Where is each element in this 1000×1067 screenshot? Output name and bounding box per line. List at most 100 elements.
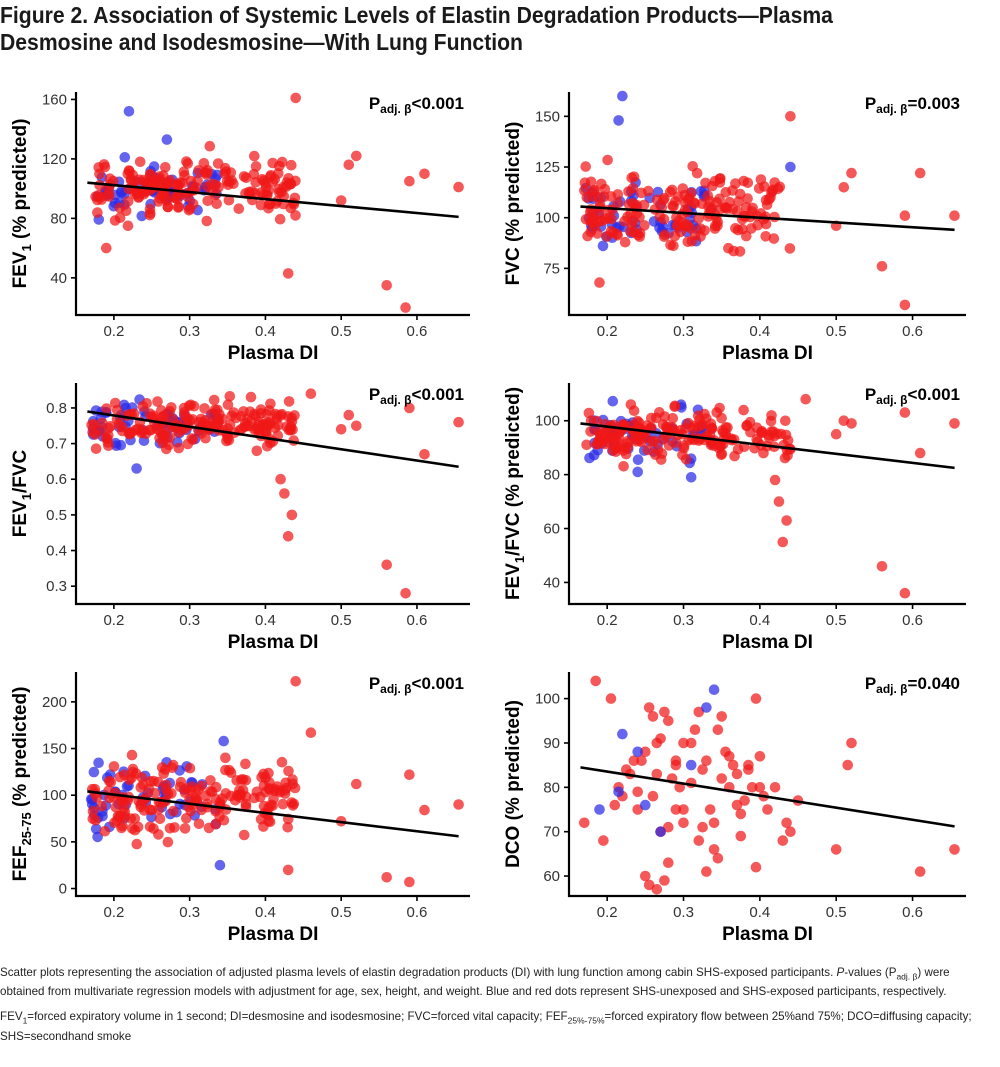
point-exposed [141, 398, 152, 409]
y-tick-label: 200 [42, 694, 67, 711]
point-exposed [335, 424, 347, 435]
point-exposed [400, 588, 411, 599]
point-exposed [216, 793, 228, 804]
point-exposed [735, 808, 747, 820]
point-exposed [731, 768, 743, 780]
plot-fvc: 0.2 0.3 0.4 0.5 0.6 75 100 125 150 Plasma DI FVC (… [503, 90, 966, 364]
point-exposed [769, 211, 780, 223]
point-exposed [592, 228, 603, 239]
regression-line [580, 766, 955, 828]
point-exposed [663, 715, 674, 727]
point-exposed [220, 752, 231, 764]
y-tick-label: 80 [50, 210, 67, 227]
x-tick-label: 0.2 [597, 612, 618, 629]
point-exposed [596, 178, 607, 190]
point-exposed [253, 427, 265, 438]
point-exposed [289, 782, 301, 794]
point-exposed [186, 185, 198, 196]
point-exposed [579, 177, 591, 188]
point-exposed [351, 420, 362, 432]
point-exposed [261, 441, 273, 452]
x-tick-label: 0.5 [331, 612, 352, 629]
point-exposed [777, 835, 789, 846]
x-axis-label: Plasma DI [722, 343, 813, 364]
point-exposed [193, 818, 205, 830]
point-exposed [773, 496, 785, 507]
point-exposed [589, 184, 600, 196]
y-tick-label: 125 [535, 159, 560, 176]
data-points [86, 388, 464, 599]
point-exposed [582, 230, 593, 242]
point-exposed [760, 231, 771, 242]
point-exposed [692, 410, 704, 422]
point-exposed [164, 432, 176, 443]
point-exposed [581, 439, 592, 451]
point-exposed [264, 777, 275, 788]
point-exposed [282, 268, 294, 279]
point-exposed [210, 179, 221, 191]
point-exposed [762, 804, 773, 815]
point-exposed [646, 412, 657, 424]
point-exposed [612, 197, 624, 209]
point-exposed [224, 391, 236, 402]
point-exposed [742, 193, 753, 204]
point-exposed [126, 749, 138, 761]
point-exposed [603, 432, 615, 444]
y-tick-label: 0.7 [46, 436, 67, 453]
point-exposed [703, 211, 714, 222]
point-exposed [169, 822, 180, 833]
point-exposed [731, 799, 743, 811]
y-tick-label: 40 [50, 270, 67, 287]
point-exposed [750, 861, 762, 873]
point-exposed [404, 175, 415, 187]
point-exposed [343, 159, 355, 171]
point-exposed [714, 193, 725, 205]
point-exposed [605, 191, 617, 202]
point-exposed [103, 422, 114, 434]
y-axis-label: FEF25-75 (% predicted) [10, 687, 34, 882]
point-exposed [166, 762, 178, 774]
point-unexposed [93, 757, 104, 769]
point-exposed [152, 396, 163, 407]
point-exposed [179, 823, 191, 834]
point-exposed [223, 194, 235, 206]
point-exposed [290, 210, 301, 221]
point-exposed [264, 816, 276, 828]
point-exposed [286, 159, 297, 171]
point-exposed [659, 706, 670, 718]
point-exposed [305, 388, 317, 400]
x-tick-label: 0.3 [179, 904, 200, 921]
point-exposed [780, 415, 791, 427]
point-exposed [288, 798, 300, 810]
point-exposed [838, 182, 850, 193]
point-exposed [581, 192, 593, 203]
point-exposed [89, 429, 101, 440]
point-exposed [127, 169, 139, 181]
point-exposed [86, 419, 97, 431]
x-tick-label: 0.6 [902, 612, 923, 629]
point-exposed [240, 421, 252, 432]
point-exposed [453, 416, 464, 428]
point-exposed [876, 261, 888, 272]
x-tick-label: 0.4 [749, 904, 770, 921]
data-points [90, 92, 464, 313]
point-exposed [638, 199, 650, 211]
point-exposed [201, 215, 213, 227]
point-exposed [282, 864, 294, 876]
point-exposed [738, 175, 749, 187]
point-exposed [119, 769, 130, 781]
point-exposed [602, 154, 613, 166]
point-exposed [212, 158, 224, 169]
point-unexposed [136, 210, 148, 222]
point-unexposed [632, 746, 643, 758]
point-exposed [639, 220, 650, 231]
point-exposed [668, 201, 679, 212]
data-points [579, 90, 960, 311]
point-exposed [269, 785, 280, 797]
point-exposed [782, 435, 794, 446]
point-exposed [273, 168, 284, 179]
x-tick-label: 0.3 [673, 904, 694, 921]
point-exposed [256, 174, 268, 185]
point-exposed [419, 449, 430, 460]
point-exposed [747, 202, 758, 214]
